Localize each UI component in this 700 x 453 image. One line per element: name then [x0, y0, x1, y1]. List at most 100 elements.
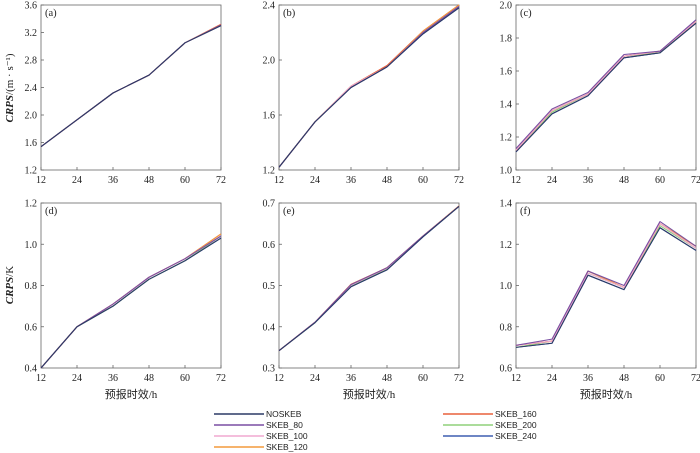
x-axis-label: 预报时效/h: [580, 387, 633, 401]
x-tick-label: 48: [144, 373, 154, 384]
legend-label: NOSKEB: [266, 409, 302, 419]
x-tick-label: 72: [454, 373, 464, 384]
y-tick-label: 1.0: [500, 281, 513, 292]
x-tick-label: 36: [583, 175, 593, 186]
series-line-skeb-80: [40, 235, 222, 369]
series-line-skeb-80: [40, 24, 222, 148]
legend-item-noskeb: NOSKEB: [214, 409, 302, 419]
legend-item-skeb-120: SKEB_120: [214, 442, 308, 452]
legend-label: SKEB_100: [266, 431, 308, 441]
x-tick-label: 60: [180, 373, 190, 384]
series-line-skeb-100: [40, 25, 222, 148]
legend-item-skeb-200: SKEB_200: [443, 420, 537, 430]
y-tick-label: 1.0: [25, 240, 38, 251]
x-tick-label: 60: [418, 373, 428, 384]
legend-label: SKEB_160: [495, 409, 537, 419]
series-line-noskeb: [515, 22, 697, 153]
panel-e: 0.3 0.4 0.5 0.6 0.7 12 24 36 48 60 72 (e) 预报时效/h: [263, 199, 465, 402]
x-tick-label: 60: [655, 373, 665, 384]
legend: NOSKEBSKEB_80SKEB_100SKEB_120SKEB_160SKE…: [214, 409, 537, 452]
x-tick-label: 24: [72, 373, 82, 384]
series-line-skeb-200: [515, 21, 697, 151]
series-line-skeb-200: [515, 225, 697, 348]
x-tick-label: 48: [619, 175, 629, 186]
panel-f: 0.6 0.8 1.0 1.2 1.4 12 24 36 48 60 72 (f) 预报时效/h: [500, 199, 700, 402]
legend-item-skeb-240: SKEB_240: [443, 431, 537, 441]
series-line-noskeb: [40, 25, 222, 148]
plot-frame: [40, 202, 222, 369]
x-axis-label: 预报时效/h: [105, 387, 158, 401]
y-tick-label: 0.8: [500, 322, 513, 333]
x-tick-label: 36: [108, 175, 118, 186]
y-tick-label: 1.2: [25, 199, 38, 210]
series-line-skeb-100: [515, 223, 697, 346]
panel-label: (d): [45, 206, 58, 217]
series-line-skeb-120: [40, 24, 222, 148]
y-tick-label: 1.2: [500, 240, 513, 251]
panel-b: 1.2 1.6 2.0 2.4 12 24 36 48 60 72 (b): [263, 1, 465, 187]
x-tick-label: 36: [108, 373, 118, 384]
y-tick-label: 1.6: [500, 67, 513, 78]
y-tick-label: 0.6: [500, 364, 513, 375]
x-tick-label: 48: [382, 373, 392, 384]
x-tick-label: 60: [655, 175, 665, 186]
x-tick-label: 24: [547, 175, 557, 186]
y-tick-label: 0.8: [25, 281, 38, 292]
series-line-skeb-200: [278, 5, 460, 168]
series-line-skeb-160: [515, 21, 697, 151]
y-tick-label: 2.4: [25, 83, 38, 94]
x-tick-label: 72: [216, 175, 226, 186]
y-tick-label: 3.2: [25, 28, 38, 39]
x-tick-label: 12: [511, 175, 521, 186]
legend-label: SKEB_80: [266, 420, 303, 430]
x-tick-label: 48: [619, 373, 629, 384]
legend-item-skeb-80: SKEB_80: [214, 420, 303, 430]
series-line-skeb-100: [278, 5, 460, 168]
x-tick-label: 72: [216, 373, 226, 384]
panel-label: (c): [520, 8, 532, 19]
panel-label: (a): [45, 8, 57, 19]
x-tick-label: 24: [310, 373, 320, 384]
x-tick-label: 60: [418, 175, 428, 186]
series-line-noskeb: [278, 205, 460, 352]
series-line-skeb-100: [40, 235, 222, 369]
y-tick-label: 3.6: [25, 1, 38, 12]
series-line-skeb-80: [515, 221, 697, 346]
x-tick-label: 24: [310, 175, 320, 186]
y-tick-label: 1.2: [25, 166, 38, 177]
y-tick-label: 2.0: [263, 56, 276, 67]
legend-item-skeb-100: SKEB_100: [214, 431, 308, 441]
y-tick-label: 2.8: [25, 56, 38, 67]
plot-frame: [278, 4, 460, 171]
x-tick-label: 72: [454, 175, 464, 186]
series-line-skeb-240: [40, 237, 222, 369]
x-tick-label: 12: [36, 175, 46, 186]
x-tick-label: 24: [72, 175, 82, 186]
plot-frame: [40, 4, 222, 171]
series-line-skeb-160: [515, 223, 697, 346]
y-tick-label: 1.8: [500, 34, 513, 45]
series-line-skeb-240: [278, 7, 460, 168]
panel-c: 1.0 1.2 1.4 1.6 1.8 2.0 12 24 36 48 60 72 (c): [500, 1, 700, 187]
series-line-skeb-240: [515, 227, 697, 348]
y-tick-label: 1.4: [500, 100, 513, 111]
y-tick-label: 2.0: [25, 111, 38, 122]
series-line-skeb-120: [278, 4, 460, 168]
panel-label: (f): [520, 206, 531, 217]
x-tick-label: 12: [274, 373, 284, 384]
ylabel-top: CRPS/(m · s⁻¹): [4, 53, 16, 122]
series-line-noskeb: [278, 7, 460, 168]
y-tick-label: 1.2: [263, 166, 276, 177]
x-tick-label: 48: [382, 175, 392, 186]
y-tick-label: 0.5: [263, 281, 276, 292]
plot-frame: [278, 202, 460, 369]
x-tick-label: 36: [583, 373, 593, 384]
x-tick-label: 24: [547, 373, 557, 384]
panel-label: (e): [283, 206, 295, 217]
series-line-skeb-200: [40, 235, 222, 369]
legend-label: SKEB_120: [266, 442, 308, 452]
series-line-skeb-160: [278, 4, 460, 168]
x-tick-label: 12: [511, 373, 521, 384]
legend-item-skeb-160: SKEB_160: [443, 409, 537, 419]
y-tick-label: 0.6: [25, 322, 38, 333]
